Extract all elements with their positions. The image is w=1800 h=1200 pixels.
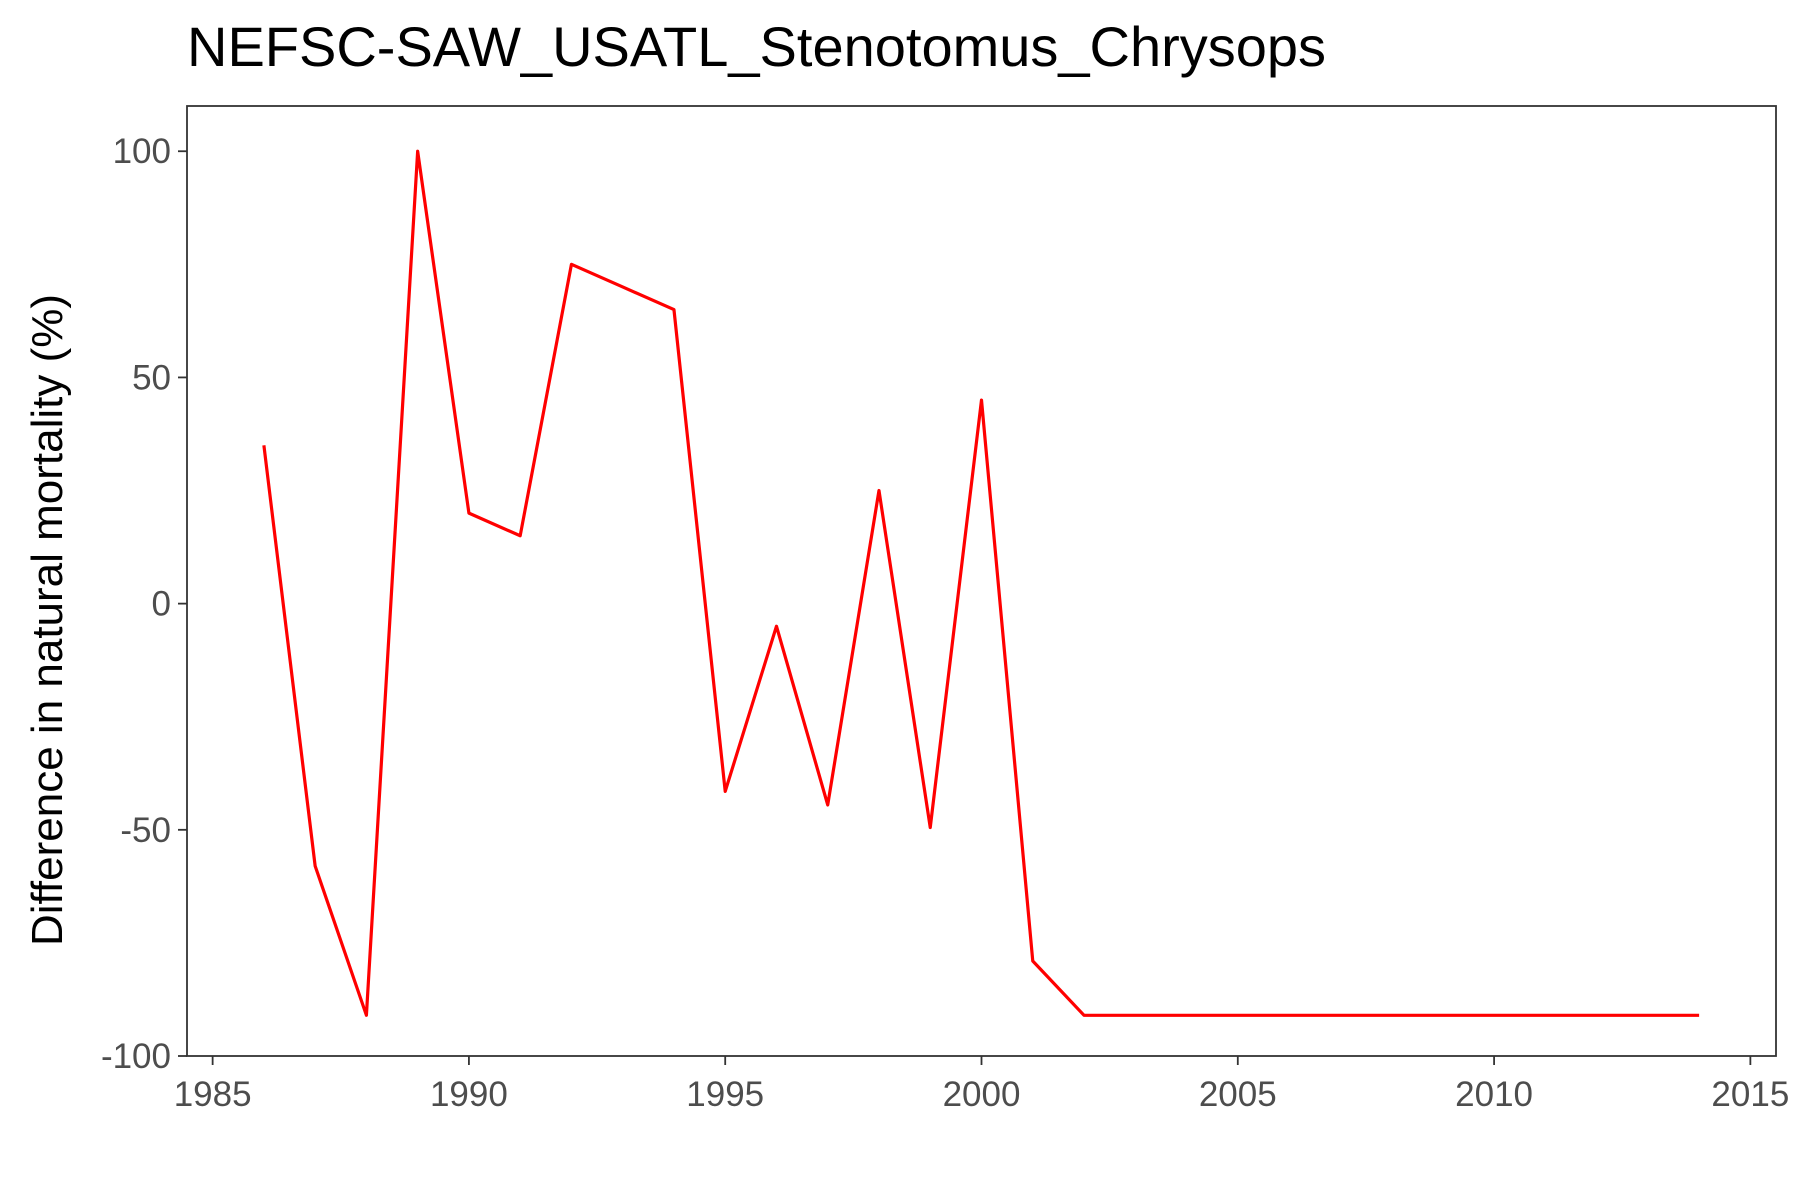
x-tick-label: 2010 [1455,1075,1533,1114]
y-tick-label: -100 [101,1037,171,1076]
x-tick-label: 1990 [430,1075,508,1114]
y-tick-label: 100 [113,132,171,171]
x-tick-label: 2005 [1199,1075,1277,1114]
y-tick-label: 0 [152,585,171,624]
x-tick-label: 2015 [1711,1075,1789,1114]
y-tick-label: 50 [132,358,171,397]
x-tick-label: 2000 [943,1075,1021,1114]
y-axis-label: Difference in natural mortality (%) [23,294,72,946]
series-layer [262,149,1700,1017]
y-axis: -100 -50 0 50 100 [101,132,187,1076]
plot-panel [186,105,1777,1057]
x-axis: 1985 1990 1995 2000 2005 2010 2015 [174,1056,1789,1114]
x-tick-label: 1985 [174,1075,252,1114]
chart-title: NEFSC-SAW_USATL_Stenotomus_Chrysops [187,15,1326,78]
series-line [262,149,1700,1017]
x-tick-label: 1995 [686,1075,764,1114]
y-tick-label: -50 [120,811,171,850]
